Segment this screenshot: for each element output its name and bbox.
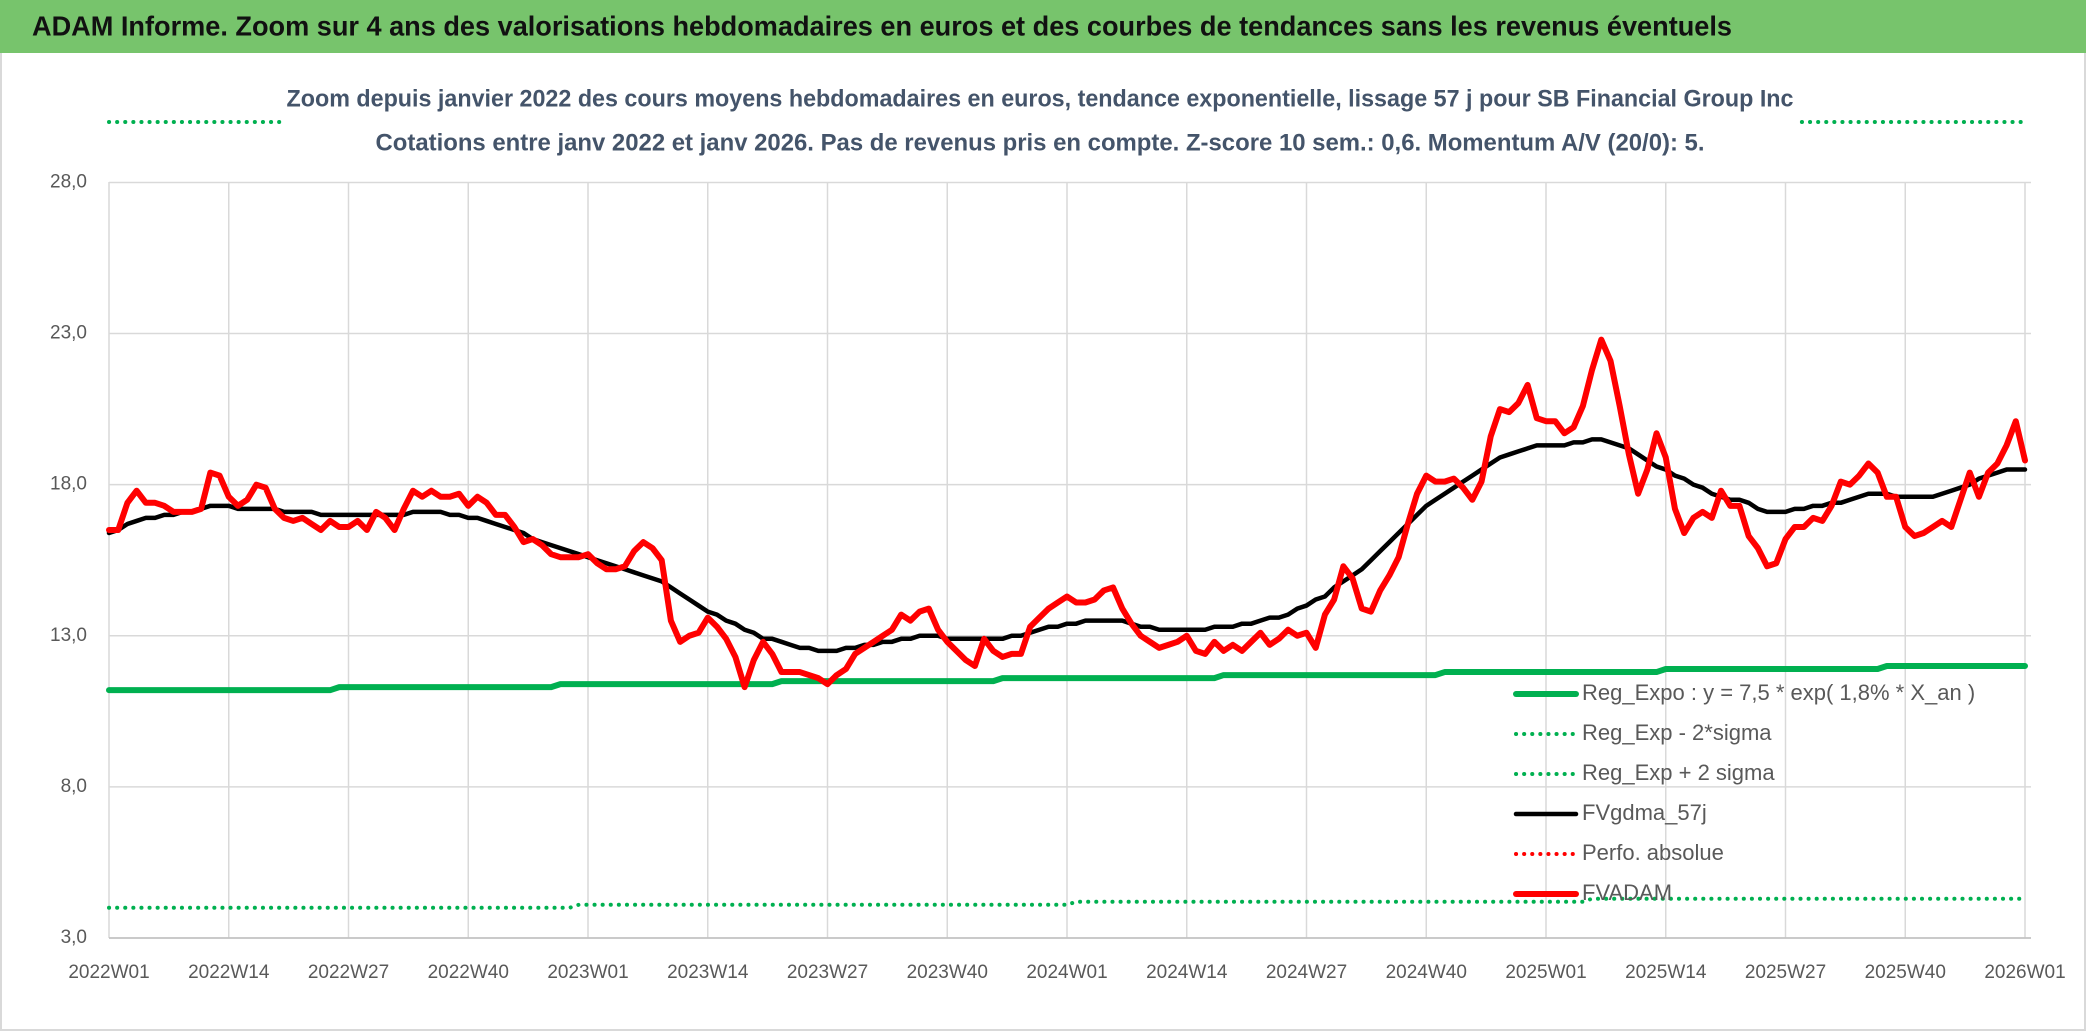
x-tick-label: 2024W27 xyxy=(1266,962,1347,983)
x-tick-label: 2025W01 xyxy=(1505,962,1586,983)
chart-title: ADAM Informe. Zoom sur 4 ans des valoris… xyxy=(32,10,1732,41)
x-tick-label: 2025W40 xyxy=(1865,962,1946,983)
y-tick-label: 13,0 xyxy=(50,625,87,646)
x-tick-label: 2022W14 xyxy=(188,962,270,983)
x-tick-label: 2024W01 xyxy=(1026,962,1107,983)
legend-label: Reg_Expo : y = 7,5 * exp( 1,8% * X_an ) xyxy=(1582,680,1975,705)
x-tick-label: 2023W27 xyxy=(787,962,868,983)
legend-label: Reg_Exp - 2*sigma xyxy=(1582,720,1772,745)
subtitle-background xyxy=(282,76,1798,166)
y-tick-label: 3,0 xyxy=(61,927,87,948)
series-line xyxy=(106,336,2028,691)
y-tick-label: 18,0 xyxy=(50,474,87,495)
chart-subtitle: Zoom depuis janvier 2022 des cours moyen… xyxy=(287,85,1794,112)
series-line xyxy=(106,437,2028,654)
y-tick-label: 8,0 xyxy=(61,776,87,797)
x-tick-label: 2023W01 xyxy=(547,962,628,983)
x-tick-label: 2023W14 xyxy=(667,962,749,983)
legend-label: Reg_Exp + 2 sigma xyxy=(1582,760,1775,785)
x-tick-label: 2025W14 xyxy=(1625,962,1707,983)
legend-label: FVgdma_57j xyxy=(1582,800,1707,825)
x-tick-label: 2024W14 xyxy=(1146,962,1228,983)
x-tick-label: 2025W27 xyxy=(1745,962,1826,983)
legend-label: FVADAM xyxy=(1582,880,1672,905)
x-tick-label: 2022W40 xyxy=(428,962,509,983)
x-tick-label: 2024W40 xyxy=(1386,962,1467,983)
y-tick-label: 23,0 xyxy=(50,323,87,344)
y-tick-label: 28,0 xyxy=(50,171,87,192)
title-bar xyxy=(0,0,2086,53)
chart-subtitle: Cotations entre janv 2022 et janv 2026. … xyxy=(376,129,1705,156)
x-tick-label: 2023W40 xyxy=(907,962,988,983)
x-tick-label: 2022W27 xyxy=(308,962,389,983)
x-tick-label: 2026W01 xyxy=(1984,962,2065,983)
legend-label: Perfo. absolue xyxy=(1582,840,1724,865)
legend: Reg_Expo : y = 7,5 * exp( 1,8% * X_an ) R… xyxy=(1513,680,1975,905)
x-tick-label: 2022W01 xyxy=(68,962,149,983)
series-line xyxy=(106,663,2028,694)
plot-area: 3,0 8,0 13,0 18,0 23,0 28,0 2022W01 2022W14 2022… xyxy=(50,120,2066,983)
